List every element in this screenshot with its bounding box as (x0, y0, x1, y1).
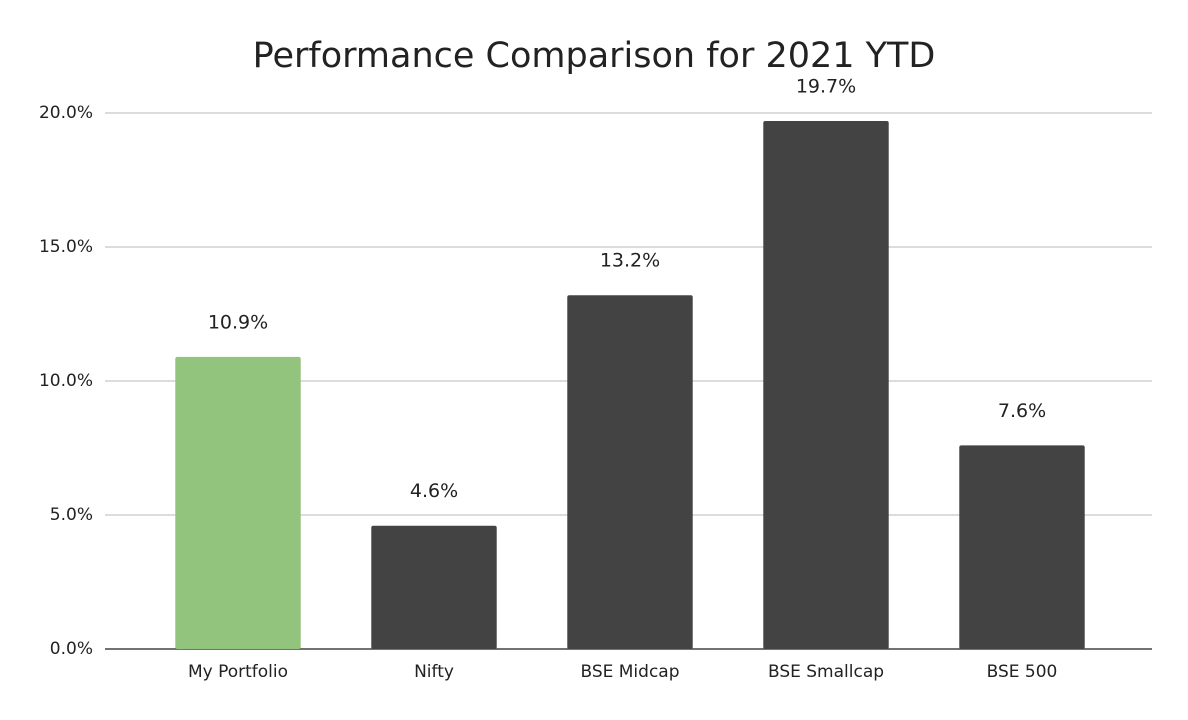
bar (371, 525, 497, 649)
chart-title: Performance Comparison for 2021 YTD (253, 36, 936, 76)
value-label: 10.9% (208, 311, 268, 333)
x-tick-label: BSE Smallcap (768, 662, 884, 682)
x-tick-label: BSE Midcap (580, 662, 679, 682)
x-tick-label: My Portfolio (188, 662, 288, 682)
x-tick-label: BSE 500 (987, 662, 1058, 682)
y-tick-label: 5.0% (50, 505, 93, 525)
y-tick-label: 15.0% (39, 237, 93, 257)
bar (959, 445, 1085, 649)
bar (175, 356, 301, 649)
y-tick-label: 20.0% (39, 103, 93, 123)
value-label: 13.2% (600, 250, 660, 272)
value-label: 7.6% (998, 400, 1046, 422)
y-tick-label: 10.0% (39, 371, 93, 391)
bar (763, 121, 889, 650)
x-tick-label: Nifty (414, 662, 454, 682)
y-tick-label: 0.0% (50, 639, 93, 659)
bar (567, 295, 693, 649)
value-label: 19.7% (796, 76, 856, 98)
value-label: 4.6% (410, 480, 458, 502)
